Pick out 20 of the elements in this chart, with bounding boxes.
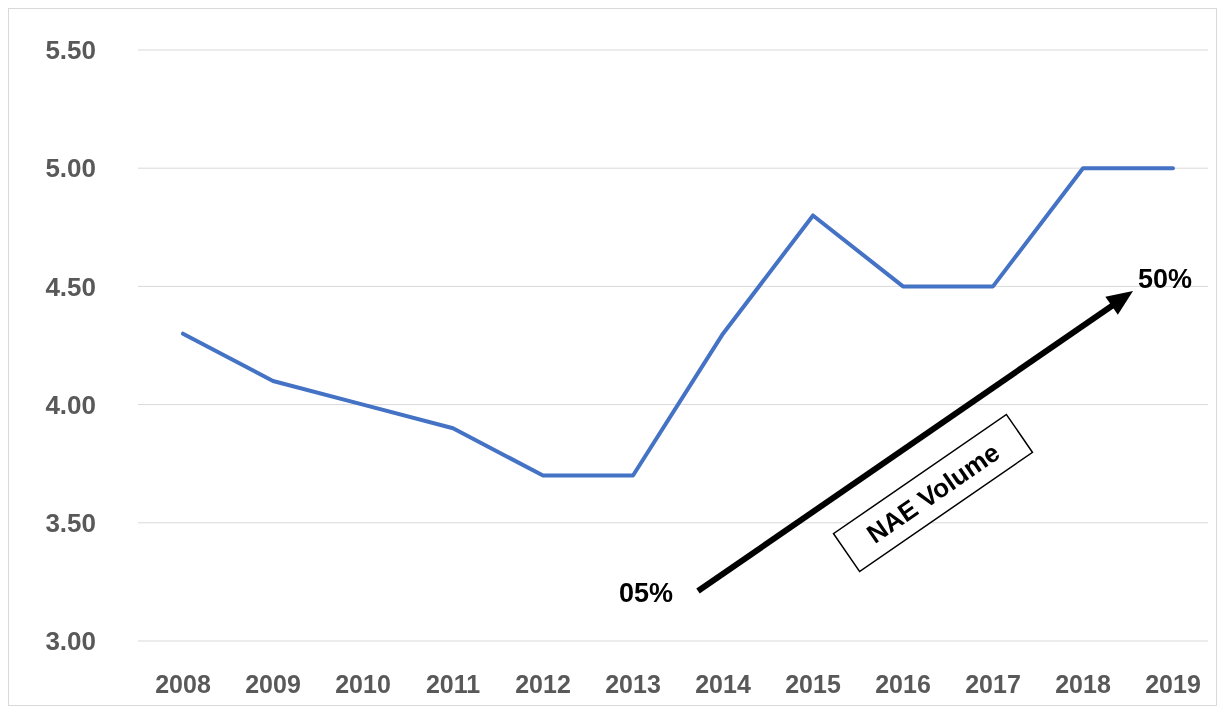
y-tick-label: 4.00 [45, 389, 96, 420]
y-tick-label: 5.00 [45, 153, 96, 184]
x-tick-label: 2012 [515, 670, 571, 698]
y-tick-label: 4.50 [45, 271, 96, 302]
annotation: 50% [1138, 264, 1193, 294]
x-tick-label: 2016 [875, 670, 931, 698]
x-tick-label: 2009 [245, 670, 301, 698]
x-tick-label: 2014 [695, 670, 751, 698]
y-tick-label: 5.50 [45, 35, 96, 66]
y-tick-label: 3.50 [45, 507, 96, 538]
x-tick-label: 2015 [785, 670, 841, 698]
x-tick-label: 2013 [605, 670, 661, 698]
x-tick-label: 2011 [425, 670, 481, 698]
x-tick-label: 2008 [155, 670, 211, 698]
x-tick-label: 2010 [335, 670, 391, 698]
x-tick-label: 2018 [1055, 670, 1111, 698]
annotation: 05% [618, 578, 673, 608]
y-tick-label: 3.00 [45, 626, 96, 657]
x-tick-label: 2019 [1145, 670, 1201, 698]
x-tick-label: 2017 [965, 670, 1021, 698]
